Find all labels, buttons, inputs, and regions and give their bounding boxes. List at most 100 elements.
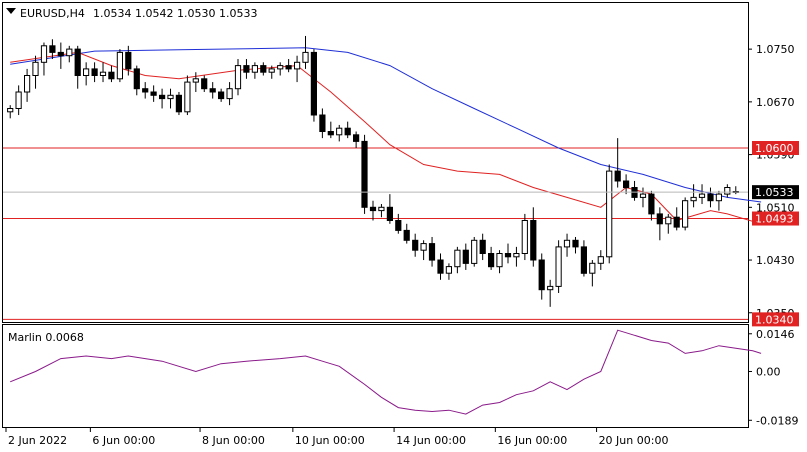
candle-body <box>268 68 275 73</box>
candle-body <box>353 134 360 142</box>
candle-body <box>428 243 436 261</box>
indicator-tick-label: 0.0146 <box>756 328 795 341</box>
time-tick-label: 20 Jun 00:00 <box>599 434 669 447</box>
marlin-series-line <box>10 329 762 415</box>
horizontal-levels: 1.0600 1.0493 1.0340 <box>3 141 799 327</box>
candle-body <box>7 108 14 113</box>
candle-body <box>538 259 545 291</box>
candle-body <box>547 285 554 291</box>
time-tick-label: 16 Jun 00:00 <box>497 434 567 447</box>
candle-body <box>209 88 216 93</box>
candle-body <box>243 65 250 73</box>
candle-body <box>327 131 334 136</box>
candle-body <box>218 91 225 100</box>
candle-body <box>403 229 410 241</box>
candle-body <box>66 48 73 57</box>
fast-ma-line <box>10 51 762 225</box>
candle-body <box>504 253 512 258</box>
candles <box>7 35 739 307</box>
slow-ma-line <box>10 47 762 203</box>
dropdown-triangle-icon[interactable] <box>6 8 16 14</box>
level-tag <box>752 312 799 327</box>
candle-body <box>57 51 64 57</box>
candle-body <box>521 220 528 254</box>
last-price-label: 1.0533 <box>755 186 794 199</box>
indicator-axis: 0.0146 0.00 -0.0189 <box>748 328 798 427</box>
candle-body <box>420 243 427 251</box>
candle-body <box>665 216 672 225</box>
time-tick-label: 14 Jun 00:00 <box>396 434 466 447</box>
candle-body <box>32 61 39 76</box>
candle-body <box>513 253 520 258</box>
candle-body <box>488 253 495 268</box>
candle-body <box>74 48 81 76</box>
candle-body <box>724 187 731 195</box>
candle-body <box>682 200 689 228</box>
candle-body <box>639 193 647 198</box>
indicator-label: Marlin 0.0068 <box>8 331 84 344</box>
candle-body <box>648 193 655 215</box>
candle-body <box>361 140 368 208</box>
candle-body <box>580 246 587 274</box>
candle-body <box>40 45 48 63</box>
time-tick-label: 2 Jun 2022 <box>8 434 67 447</box>
candle-body <box>715 193 722 202</box>
price-tick-label: 1.0750 <box>756 43 795 56</box>
time-axis: 2 Jun 2022 6 Jun 00:00 8 Jun 00:00 10 Jun 0… <box>5 428 669 447</box>
candle-body <box>479 239 486 255</box>
candle-body <box>251 65 259 73</box>
candle-body <box>412 239 419 251</box>
indicator-panel-frame <box>2 324 749 428</box>
level-tag <box>752 141 799 155</box>
candle-body <box>49 45 56 53</box>
candle-body <box>656 213 663 225</box>
level-label: 1.0493 <box>755 213 794 226</box>
candle-body <box>285 65 292 70</box>
marlin-line <box>10 329 762 415</box>
candle-body <box>530 220 537 261</box>
candle-body <box>572 239 579 248</box>
time-tick-label: 6 Jun 00:00 <box>92 434 155 447</box>
candle-body <box>302 51 309 63</box>
price-tick-label: 1.0430 <box>756 254 795 267</box>
candle-body <box>386 206 393 222</box>
level-label: 1.0600 <box>755 142 794 155</box>
candle-body <box>707 193 714 202</box>
candle-body <box>690 196 697 202</box>
candle-body <box>454 249 461 268</box>
candle-body <box>597 256 604 264</box>
candle-body <box>125 51 132 70</box>
ohlc-label: 1.0534 1.0542 1.0530 1.0533 <box>93 7 257 20</box>
price-tick-label: 1.0670 <box>756 96 795 109</box>
candle-body <box>294 61 301 70</box>
indicator-tick-label: -0.0189 <box>756 414 798 427</box>
candle-body <box>369 206 377 212</box>
candle-body <box>623 180 630 189</box>
candle-body <box>589 262 596 274</box>
candle-body <box>167 94 174 100</box>
candle-body <box>24 75 31 93</box>
price-tick-label: 1.0510 <box>756 201 795 214</box>
symbol-label: EURUSD,H4 <box>20 7 85 20</box>
last-price-box <box>752 185 799 200</box>
candle-body <box>606 170 613 258</box>
candle-body <box>83 68 90 77</box>
candle-body <box>99 71 107 76</box>
candle-body <box>142 88 149 93</box>
candle-body <box>437 259 444 274</box>
candle-body <box>234 65 242 90</box>
candle-body <box>108 71 115 80</box>
candle-body <box>614 170 621 182</box>
candle-body <box>496 253 503 268</box>
candle-body <box>310 51 317 116</box>
candle-body <box>260 65 267 73</box>
candle-body <box>150 91 157 96</box>
candle-body <box>336 127 343 136</box>
candle-body <box>226 88 233 100</box>
moving-averages <box>10 47 762 225</box>
candle-body <box>192 78 199 83</box>
candle-body <box>15 91 22 109</box>
candle-body <box>159 94 166 100</box>
